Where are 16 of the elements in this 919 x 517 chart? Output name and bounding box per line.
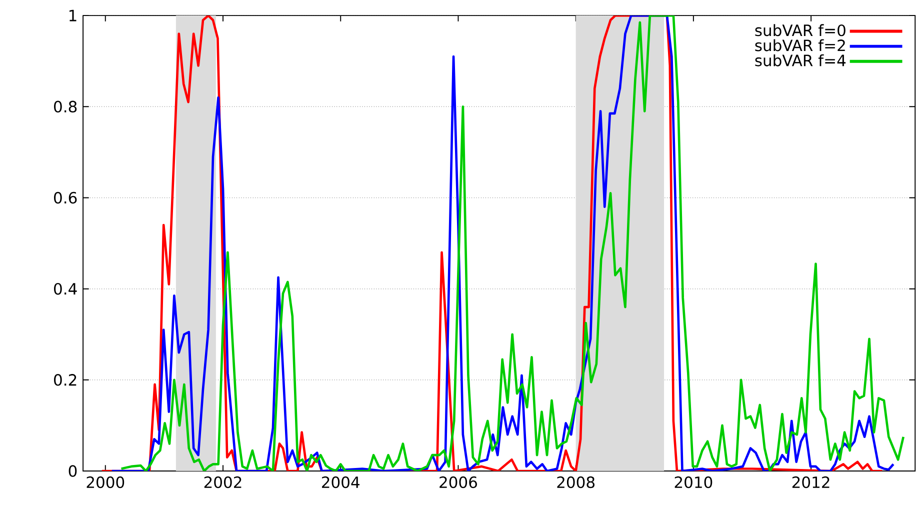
x-tick-label: 2000 <box>86 476 124 488</box>
x-tick-label: 2002 <box>204 476 242 488</box>
y-tick-label: 0 <box>68 465 77 477</box>
x-tick-label: 2012 <box>792 476 830 488</box>
x-tick-label: 2006 <box>440 476 477 488</box>
y-tick-label: 0.8 <box>54 100 77 113</box>
x-tick-label: 2010 <box>674 476 712 488</box>
y-tick-label: 1 <box>70 10 76 22</box>
legend-label: subVAR f=4 <box>755 54 846 66</box>
legend-label: subVAR f=0 <box>755 24 846 36</box>
x-tick-label: 2008 <box>557 476 594 488</box>
y-tick-label: 0.6 <box>54 192 77 204</box>
x-tick-label: 2004 <box>322 476 360 488</box>
y-tick-label: 0.2 <box>54 374 76 386</box>
y-tick-label: 0.4 <box>54 283 77 295</box>
legend-label: subVAR f=2 <box>755 39 845 52</box>
